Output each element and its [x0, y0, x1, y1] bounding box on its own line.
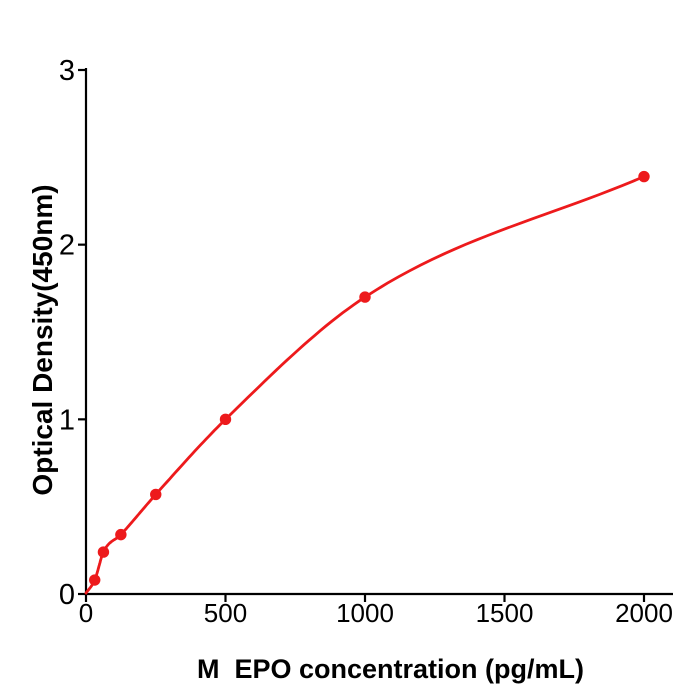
- x-tick-label: 500: [204, 598, 247, 628]
- data-point: [97, 546, 110, 558]
- x-tick-label: 0: [79, 598, 93, 628]
- x-tick-label: 1500: [476, 598, 534, 628]
- data-point: [219, 413, 232, 426]
- data-point: [115, 528, 127, 541]
- y-tick-label: 2: [59, 230, 75, 262]
- data-point: [638, 170, 650, 183]
- y-tick-label: 1: [59, 404, 75, 436]
- data-point: [150, 488, 162, 501]
- data-point: [359, 291, 371, 303]
- x-tick-label: 2000: [615, 598, 673, 628]
- fit-curve: [84, 175, 646, 595]
- x-tick-label: 1000: [336, 598, 394, 628]
- y-tick-label: 0: [59, 579, 75, 611]
- y-tick-label: 3: [59, 55, 75, 87]
- data-point: [89, 574, 101, 586]
